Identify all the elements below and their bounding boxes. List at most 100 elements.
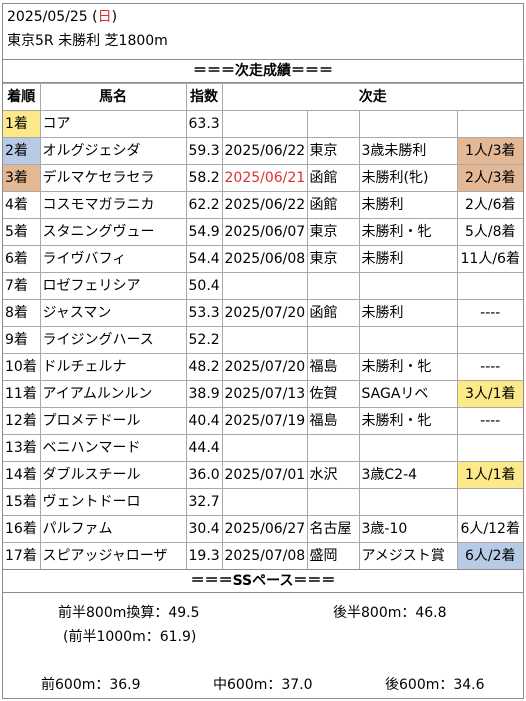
next-venue-cell: 函館 (306, 191, 360, 219)
pace-last800: 後半800m：46.8 (333, 605, 447, 621)
index-cell: 52.2 (185, 326, 223, 354)
table-row: 10着 ドルチェルナ 48.2 2025/07/20 福島 未勝利・牝 ---- (3, 353, 523, 381)
table-row: 1着 コア 63.3 (3, 110, 523, 138)
index-cell: 50.4 (185, 272, 223, 300)
pace-mid600: 中600m：37.0 (213, 677, 313, 693)
pace-first1000: (前半1000m：61.9) (63, 629, 197, 645)
next-result-cell: 3人/1着 (456, 380, 523, 408)
next-venue-cell: 名古屋 (306, 515, 360, 543)
table-row: 9着 ライジングハース 52.2 (3, 326, 523, 354)
rank-cell: 4着 (3, 191, 41, 219)
col-index: 指数 (185, 83, 223, 111)
next-race-cell (358, 488, 458, 516)
next-venue-cell: 佐賀 (306, 380, 360, 408)
horse-name-cell: スタニングヴュー (39, 218, 187, 246)
next-date-cell (221, 434, 308, 462)
table-row: 16着 パルファム 30.4 2025/06/27 名古屋 3歳-10 6人/12着 (3, 515, 523, 543)
next-venue-cell (306, 272, 360, 300)
race-date: 2025/05/25 (日) (7, 8, 117, 26)
next-venue-cell: 函館 (306, 299, 360, 327)
table-row: 11着 アイアムルンルン 38.9 2025/07/13 佐賀 SAGAリベ 3人/1着 (3, 380, 523, 408)
next-race-cell: 未勝利 (358, 299, 458, 327)
next-date-cell (221, 488, 308, 516)
rank-cell: 8着 (3, 299, 41, 327)
next-result-cell: 6人/12着 (456, 515, 523, 543)
next-date-cell (221, 272, 308, 300)
next-race-cell: 未勝利・牝 (358, 218, 458, 246)
next-race-cell: 未勝利 (358, 245, 458, 273)
rank-cell: 7着 (3, 272, 41, 300)
index-cell: 30.4 (185, 515, 223, 543)
table-row: 6着 ライヴバフィ 54.4 2025/06/08 東京 未勝利 11人/6着 (3, 245, 523, 273)
index-cell: 54.9 (185, 218, 223, 246)
rank-cell: 10着 (3, 353, 41, 381)
table-row: 15着 ヴェントドーロ 32.7 (3, 488, 523, 516)
next-result-cell: ---- (456, 299, 523, 327)
next-race-cell: 3歳-10 (358, 515, 458, 543)
rank-cell: 17着 (3, 542, 41, 570)
next-venue-cell (306, 110, 360, 138)
horse-name-cell: ライジングハース (39, 326, 187, 354)
col-horse: 馬名 (39, 83, 187, 111)
next-venue-cell (306, 434, 360, 462)
table-row: 4着 コスモマガラニカ 62.2 2025/06/22 函館 未勝利 2人/6着 (3, 191, 523, 219)
horse-name-cell: ジャスマン (39, 299, 187, 327)
next-race-cell: 未勝利・牝 (358, 407, 458, 435)
next-date-cell: 2025/06/27 (221, 515, 308, 543)
next-venue-cell: 福島 (306, 353, 360, 381)
horse-name-cell: ベニハンマード (39, 434, 187, 462)
rank-cell: 15着 (3, 488, 41, 516)
index-cell: 58.2 (185, 164, 223, 192)
next-date-cell: 2025/07/08 (221, 542, 308, 570)
race-title: 東京5R 未勝利 芝1800m (7, 33, 168, 49)
next-result-cell (456, 488, 523, 516)
date-text: 2025/05/25 ( (7, 9, 98, 25)
next-venue-cell (306, 326, 360, 354)
horse-name-cell: オルグジェシダ (39, 137, 187, 165)
next-race-cell: 3歳C2-4 (358, 461, 458, 489)
index-cell: 54.4 (185, 245, 223, 273)
next-race-cell: アメジスト賞 (358, 542, 458, 570)
next-result-cell: 1人/3着 (456, 137, 523, 165)
next-venue-cell: 福島 (306, 407, 360, 435)
next-race-cell: 3歳未勝利 (358, 137, 458, 165)
next-date-cell: 2025/06/07 (221, 218, 308, 246)
horse-name-cell: ドルチェルナ (39, 353, 187, 381)
next-venue-cell: 東京 (306, 137, 360, 165)
next-race-cell: 未勝利 (358, 191, 458, 219)
table-row: 2着 オルグジェシダ 59.3 2025/06/22 東京 3歳未勝利 1人/3着 (3, 137, 523, 165)
rank-cell: 3着 (3, 164, 41, 192)
next-date-cell: 2025/07/20 (221, 299, 308, 327)
results-table: 着順 馬名 指数 次走 1着 コア 63.3 2着 オルグジェシダ 59.3 2025/06… (3, 83, 523, 570)
index-cell: 48.2 (185, 353, 223, 381)
table-row: 3着 デルマケセラセラ 58.2 2025/06/21 函館 未勝利(牝) 2人/3着 (3, 164, 523, 192)
next-result-cell (456, 434, 523, 462)
rank-cell: 16着 (3, 515, 41, 543)
next-date-cell: 2025/07/13 (221, 380, 308, 408)
next-date-cell: 2025/06/08 (221, 245, 308, 273)
table-row: 7着 ロゼフェリシア 50.4 (3, 272, 523, 300)
next-date-cell: 2025/07/20 (221, 353, 308, 381)
next-venue-cell (306, 488, 360, 516)
next-race-cell: 未勝利・牝 (358, 353, 458, 381)
next-result-cell: 11人/6着 (456, 245, 523, 273)
index-cell: 62.2 (185, 191, 223, 219)
next-race-cell (358, 434, 458, 462)
horse-name-cell: デルマケセラセラ (39, 164, 187, 192)
next-race-cell (358, 110, 458, 138)
next-venue-cell: 水沢 (306, 461, 360, 489)
next-date-cell: 2025/06/21 (221, 164, 308, 192)
horse-name-cell: コア (39, 110, 187, 138)
next-race-cell (358, 326, 458, 354)
table-header-row: 着順 馬名 指数 次走 (3, 83, 523, 111)
horse-name-cell: ロゼフェリシア (39, 272, 187, 300)
next-date-cell: 2025/06/22 (221, 137, 308, 165)
rank-cell: 5着 (3, 218, 41, 246)
rank-cell: 11着 (3, 380, 41, 408)
pace-first800: 前半800m換算：49.5 (58, 605, 200, 621)
horse-name-cell: アイアムルンルン (39, 380, 187, 408)
rank-cell: 6着 (3, 245, 41, 273)
next-date-cell: 2025/06/22 (221, 191, 308, 219)
next-result-cell (456, 110, 523, 138)
index-cell: 59.3 (185, 137, 223, 165)
